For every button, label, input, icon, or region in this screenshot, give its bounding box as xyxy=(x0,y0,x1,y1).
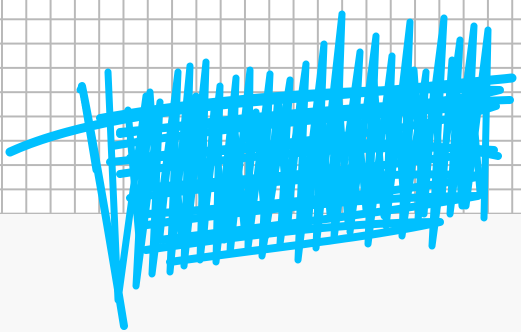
scribble-stroke xyxy=(116,96,514,138)
scribble-stroke xyxy=(142,218,444,266)
scribble-stroke xyxy=(106,139,502,166)
scribble-stroke xyxy=(116,143,498,192)
scribble-stroke xyxy=(76,82,100,174)
scribble-stroke xyxy=(136,192,482,244)
scribble-stroke xyxy=(126,170,486,218)
